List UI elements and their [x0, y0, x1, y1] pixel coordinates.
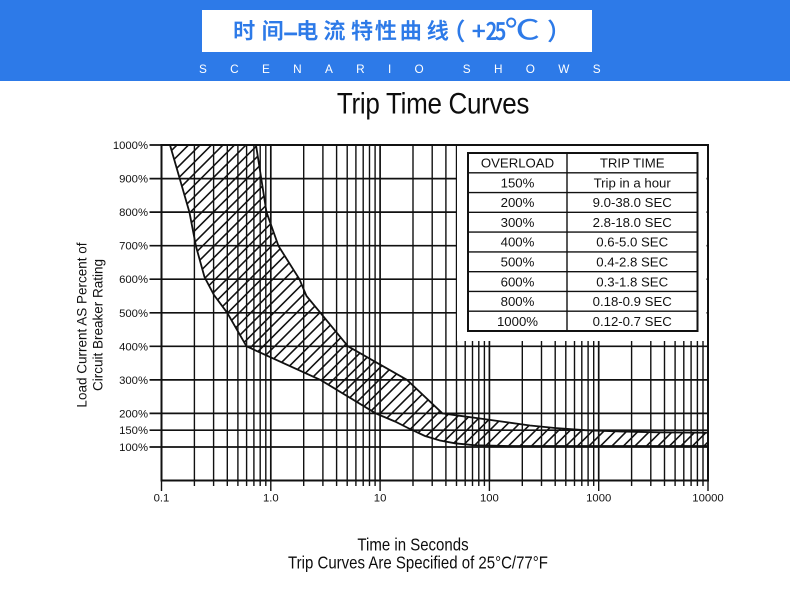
- svg-text:0.1: 0.1: [154, 493, 170, 505]
- svg-text:500%: 500%: [119, 308, 148, 320]
- svg-text:0.18-0.9 SEC: 0.18-0.9 SEC: [593, 294, 673, 309]
- svg-text:900%: 900%: [119, 174, 148, 186]
- svg-text:500%: 500%: [501, 255, 535, 270]
- svg-text:600%: 600%: [119, 274, 148, 286]
- svg-text:9.0-38.0 SEC: 9.0-38.0 SEC: [593, 195, 673, 210]
- svg-text:Load Current AS Percent of: Load Current AS Percent of: [75, 242, 90, 407]
- svg-text:700%: 700%: [119, 241, 148, 253]
- svg-text:TRIP TIME: TRIP TIME: [600, 156, 665, 171]
- svg-text:1000%: 1000%: [113, 140, 148, 152]
- svg-text:100: 100: [480, 493, 499, 505]
- svg-text:2.8-18.0 SEC: 2.8-18.0 SEC: [593, 215, 673, 230]
- svg-text:400%: 400%: [119, 341, 148, 353]
- svg-text:800%: 800%: [501, 294, 535, 309]
- svg-text:800%: 800%: [119, 207, 148, 219]
- svg-text:0.4-2.8 SEC: 0.4-2.8 SEC: [596, 255, 668, 270]
- svg-text:150%: 150%: [501, 175, 535, 190]
- svg-text:Trip in a hour: Trip in a hour: [594, 175, 672, 190]
- svg-text:10: 10: [374, 493, 387, 505]
- svg-text:100%: 100%: [119, 442, 148, 454]
- svg-text:200%: 200%: [119, 408, 148, 420]
- svg-text:0.6-5.0 SEC: 0.6-5.0 SEC: [596, 235, 668, 250]
- svg-text:300%: 300%: [501, 215, 535, 230]
- svg-text:150%: 150%: [119, 425, 148, 437]
- svg-text:0.12-0.7 SEC: 0.12-0.7 SEC: [593, 314, 673, 329]
- svg-text:1.0: 1.0: [263, 493, 279, 505]
- svg-text:200%: 200%: [501, 195, 535, 210]
- svg-text:1000%: 1000%: [497, 314, 538, 329]
- svg-text:600%: 600%: [501, 274, 535, 289]
- svg-text:10000: 10000: [692, 493, 723, 505]
- svg-text:1000: 1000: [586, 493, 611, 505]
- svg-text:300%: 300%: [119, 375, 148, 387]
- svg-text:400%: 400%: [501, 235, 535, 250]
- svg-text:OVERLOAD: OVERLOAD: [481, 156, 554, 171]
- svg-text:0.3-1.8 SEC: 0.3-1.8 SEC: [596, 274, 668, 289]
- svg-text:Circuit Breaker Rating: Circuit Breaker Rating: [91, 259, 106, 391]
